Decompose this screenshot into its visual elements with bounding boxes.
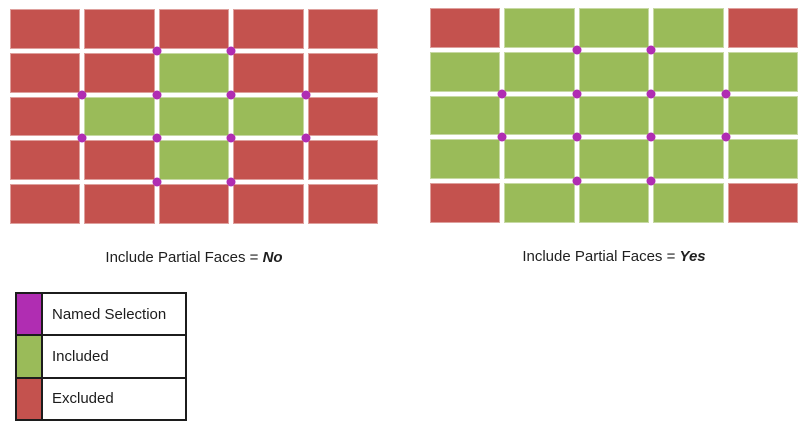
face-cell-included xyxy=(430,51,501,92)
named-selection-node xyxy=(646,176,656,186)
named-selection-node xyxy=(646,45,656,55)
legend-label-included: Included xyxy=(52,347,109,365)
face-cell-excluded xyxy=(233,52,304,93)
named-selection-node xyxy=(152,133,162,143)
named-selection-node xyxy=(646,89,656,99)
named-selection-node xyxy=(226,90,236,100)
face-cell-excluded xyxy=(158,9,230,49)
face-cell-included xyxy=(158,52,230,93)
named-selection-node xyxy=(77,90,87,100)
face-cell-included xyxy=(727,139,798,180)
named-selection-node xyxy=(721,89,731,99)
face-cell-excluded xyxy=(84,52,155,93)
face-cell-excluded xyxy=(307,140,378,181)
named-selection-node xyxy=(152,46,162,56)
caption-partial-faces-yes: Include Partial Faces = Yes xyxy=(430,248,798,265)
legend-row-included: Included xyxy=(17,334,185,377)
named-selection-node xyxy=(226,177,236,187)
face-cell-excluded xyxy=(430,8,501,48)
face-cell-excluded xyxy=(10,140,81,181)
named-selection-node xyxy=(497,132,507,142)
named-selection-node xyxy=(646,132,656,142)
face-cell-included xyxy=(430,95,501,136)
legend: Named Selection Included Excluded xyxy=(15,292,187,421)
face-cell-excluded xyxy=(307,9,378,49)
face-cell-included xyxy=(578,139,650,180)
face-grid-yes xyxy=(430,8,798,223)
included-swatch xyxy=(17,336,43,377)
face-cell-included xyxy=(158,140,230,181)
legend-row-named-selection: Named Selection xyxy=(17,294,185,335)
caption-value: Yes xyxy=(679,248,706,265)
named-selection-node xyxy=(497,89,507,99)
caption-value: No xyxy=(262,249,283,266)
face-cell-excluded xyxy=(307,96,378,137)
named-selection-node xyxy=(721,132,731,142)
face-cell-excluded xyxy=(10,52,81,93)
face-cell-excluded xyxy=(233,140,304,181)
face-cell-included xyxy=(653,51,724,92)
excluded-swatch xyxy=(17,378,43,419)
named-selection-node xyxy=(572,89,582,99)
named-selection-node xyxy=(572,176,582,186)
face-cell-included xyxy=(578,183,650,223)
face-cell-excluded xyxy=(430,183,501,223)
face-cell-included xyxy=(430,139,501,180)
named-selection-node xyxy=(572,132,582,142)
caption-partial-faces-no: Include Partial Faces = No xyxy=(10,249,378,266)
face-cell-included xyxy=(84,96,155,137)
face-cell-included xyxy=(653,95,724,136)
caption-prefix: Include Partial Faces = xyxy=(105,249,263,266)
face-cell-included xyxy=(578,8,650,48)
face-cell-excluded xyxy=(158,184,230,224)
face-cell-excluded xyxy=(84,140,155,181)
face-cell-included xyxy=(504,51,575,92)
legend-label-excluded: Excluded xyxy=(52,390,114,408)
face-cell-excluded xyxy=(307,184,378,224)
face-cell-included xyxy=(158,96,230,137)
face-cell-included xyxy=(727,51,798,92)
face-cell-excluded xyxy=(10,9,81,49)
face-cell-excluded xyxy=(233,9,304,49)
face-cell-included xyxy=(504,8,575,48)
named-selection-node xyxy=(301,90,311,100)
legend-label-named-selection: Named Selection xyxy=(52,305,167,323)
face-cell-included xyxy=(504,183,575,223)
face-cell-included xyxy=(233,96,304,137)
face-cell-included xyxy=(653,183,724,223)
named-selection-node xyxy=(152,177,162,187)
face-cell-included xyxy=(504,95,575,136)
face-cell-excluded xyxy=(10,96,81,137)
legend-row-excluded: Excluded xyxy=(17,376,185,419)
named-selection-node xyxy=(572,45,582,55)
caption-prefix: Include Partial Faces = xyxy=(522,248,680,265)
face-cell-included xyxy=(653,8,724,48)
named-selection-node xyxy=(301,133,311,143)
named-selection-node xyxy=(152,90,162,100)
named-selection-node xyxy=(226,133,236,143)
panel-partial-faces-yes: Include Partial Faces = Yes xyxy=(430,8,798,265)
face-cell-excluded xyxy=(84,9,155,49)
panel-partial-faces-no: Include Partial Faces = No xyxy=(10,9,378,266)
face-cell-included xyxy=(504,139,575,180)
face-cell-excluded xyxy=(10,184,81,224)
face-cell-included xyxy=(653,139,724,180)
face-cell-excluded xyxy=(307,52,378,93)
named-selection-swatch xyxy=(17,294,43,335)
face-cell-excluded xyxy=(84,184,155,224)
face-cell-included xyxy=(727,95,798,136)
face-grid-no xyxy=(10,9,378,224)
named-selection-node xyxy=(77,133,87,143)
face-cell-excluded xyxy=(727,183,798,223)
face-cell-excluded xyxy=(727,8,798,48)
face-cell-included xyxy=(578,95,650,136)
face-cell-excluded xyxy=(233,184,304,224)
named-selection-node xyxy=(226,46,236,56)
face-cell-included xyxy=(578,51,650,92)
